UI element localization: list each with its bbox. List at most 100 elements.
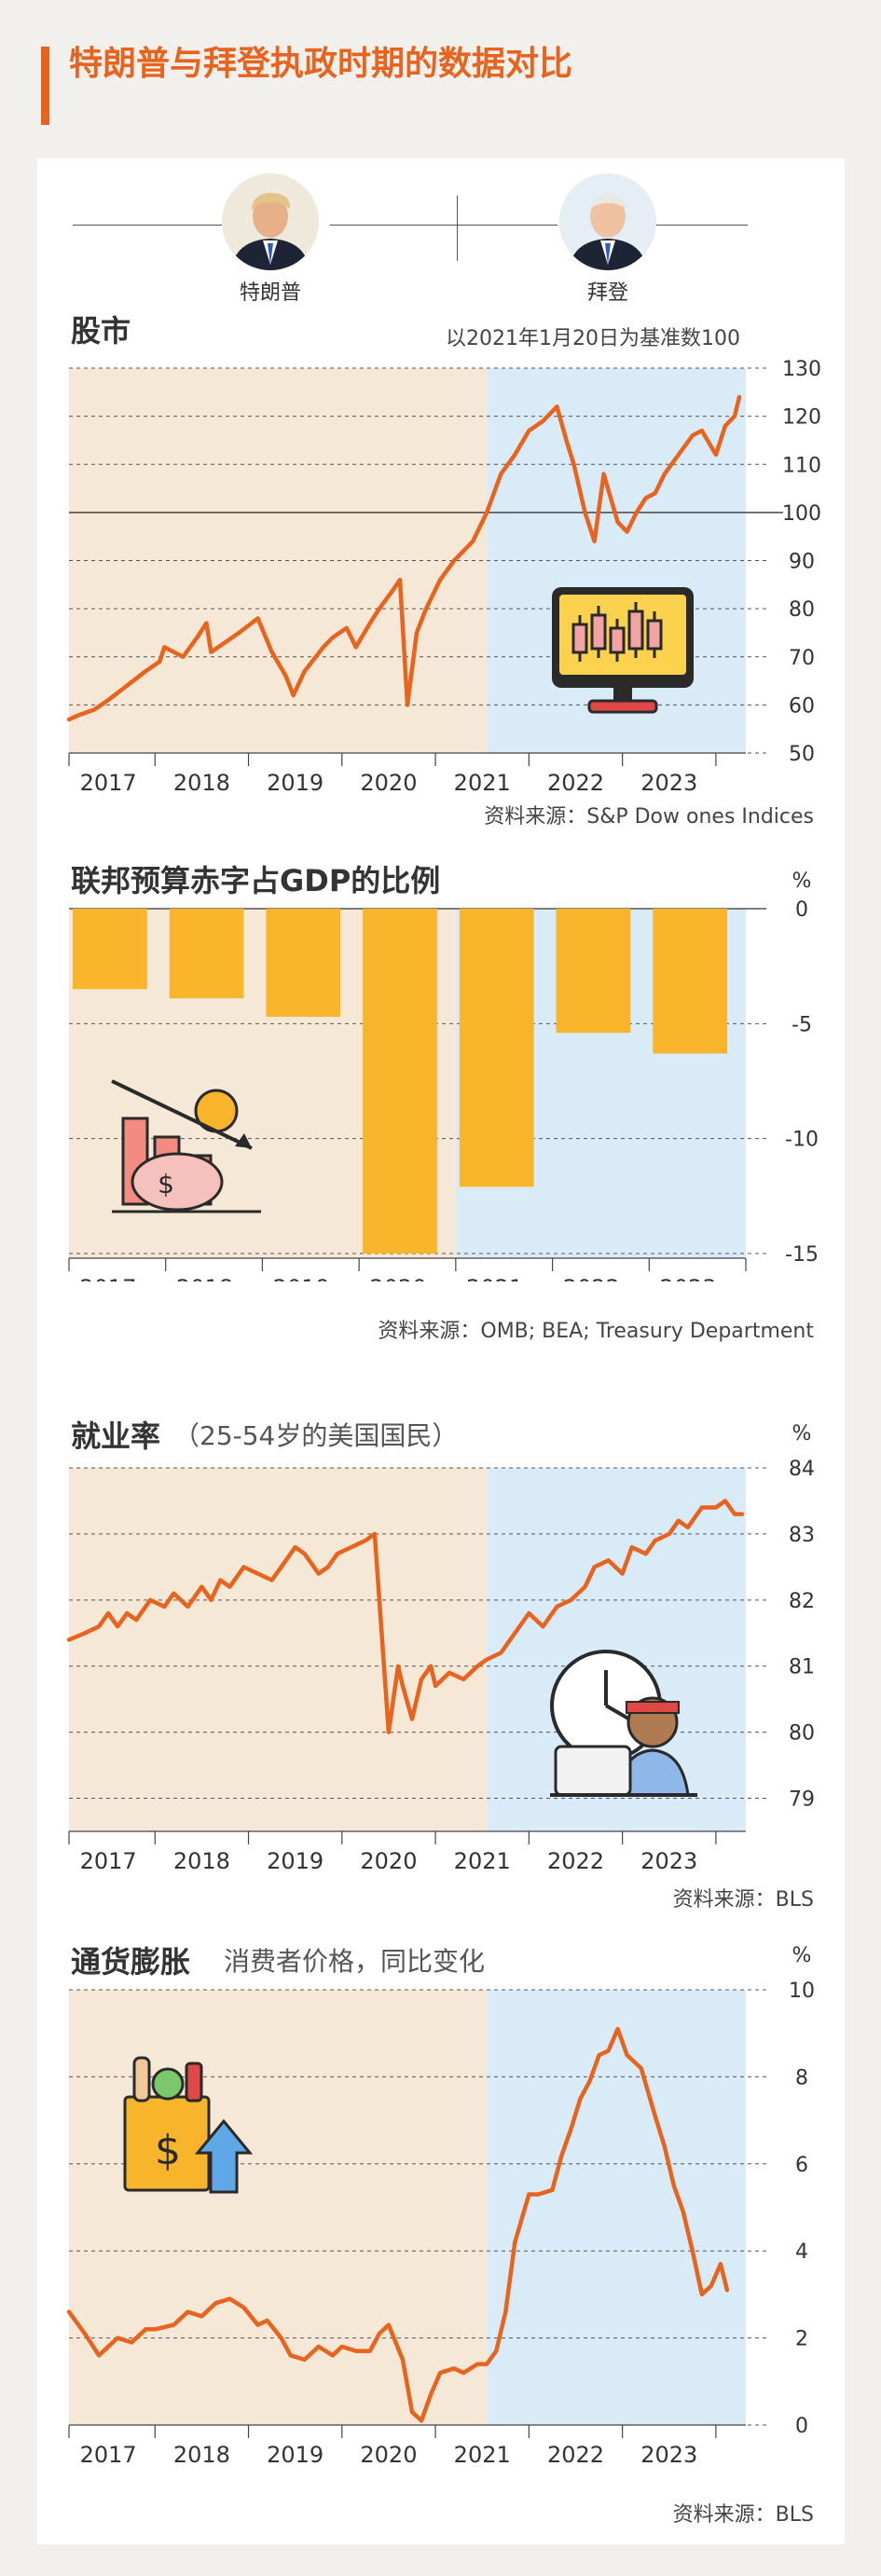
icon-arrow-head [235,1133,252,1148]
inflation-x-tick: 2020 [360,2442,417,2468]
employment-x-tick: 2018 [173,1848,230,1874]
stock-y-tick: 130 [782,358,821,381]
deficit-bar [73,909,147,990]
deficit-y-tick: -10 [785,1129,819,1152]
icon-bottle [185,2062,203,2103]
employment-y-tick: 81 [789,1656,815,1679]
candle-body [627,610,644,651]
deficit-y-tick: -5 [792,1013,812,1036]
stock-y-tick: 80 [789,598,815,622]
inflation-x-tick: 2023 [640,2442,697,2468]
trump-avatar [222,173,319,270]
stock-y-tick: 70 [789,647,815,670]
header-line-right [653,225,748,226]
trump-label: 特朗普 [239,281,301,305]
deficit-x-tick: 2018 [176,1275,233,1281]
stock-y-tick: 50 [789,743,815,766]
candle-body [609,626,626,654]
employment-y-tick: 84 [789,1458,815,1481]
deficit-y-tick: -15 [785,1243,819,1267]
deficit-bar [266,909,341,1017]
stock-x-tick: 2020 [360,770,417,796]
title-accent-bar [41,47,49,125]
icon-piggy-bank [131,1152,224,1212]
stock-y-tick: 90 [789,551,815,574]
employment-x-tick: 2019 [267,1848,323,1874]
stock-series-line [66,394,742,722]
deficit-chart: 0 -5 -10 -15% 2017 2018 2019 2020 2021 2022 2023 $ [68,871,819,1281]
stock-title: 股市 [71,313,131,349]
employment-x-tick: 2022 [547,1848,604,1874]
icon-dollar: $ [155,2127,181,2174]
inflation-source: 资料来源：BLS [672,2503,814,2527]
deficit-x-tick: 2021 [466,1275,523,1281]
inflation-series-line [66,2026,730,2423]
employment-unit: % [792,1422,812,1446]
deficit-y-tick: 0 [795,898,808,922]
stock-x-tick: 2022 [547,770,604,796]
stock-y-tick: 60 [789,694,815,718]
deficit-title: 联邦预算赤字占GDP的比例 [71,863,441,898]
stock-x-tick: 2019 [267,770,323,796]
inflation-biden-bg [487,1990,746,2425]
inflation-chart: 0 2 4 6 8 10% 2017 2018 2019 2020 2021 2022 2023 $ [66,1944,815,2468]
inflation-x-tick: 2018 [173,2442,230,2468]
biden-avatar [559,173,656,270]
inflation-y-tick: 8 [795,2066,808,2090]
inflation-x-tick: 2021 [454,2442,511,2468]
header-line-middle [330,225,558,226]
stock-source: 资料来源：S&P Dow ones Indices [484,805,814,829]
employment-x-tick: 2017 [80,1848,137,1874]
deficit-x-tick: 2019 [273,1275,330,1281]
employment-y-tick: 79 [789,1788,815,1812]
employment-source: 资料来源：BLS [672,1888,814,1911]
employment-y-tick: 82 [789,1590,815,1613]
candle-body [590,613,607,651]
stock-x-tick: 2021 [454,770,511,796]
icon-greens [151,2067,185,2101]
icon-bread [132,2056,151,2103]
employment-y-tick: 80 [789,1722,815,1746]
deficit-x-tick: 2017 [79,1275,136,1281]
deficit-bar [459,909,534,1187]
stock-chart: 50 60 70 80 90 100 110 120 130 2017 2018 2019 2020 20… [66,358,821,796]
deficit-bar [556,909,631,1034]
stock-y-tick: 120 [782,406,821,430]
worker-clock-icon [550,1650,697,1797]
inflation-trump-bg [69,1990,488,2425]
header-line-left [73,225,222,226]
inflation-y-tick: 6 [795,2154,808,2177]
stock-y-tick: 100 [782,502,821,526]
icon-trend-arrow [111,1079,253,1150]
inflation-y-tick: 2 [795,2328,808,2351]
icon-headband [626,1701,680,1714]
term-divider [457,196,458,261]
candle-body [571,623,588,654]
page-title: 特朗普与拜登执政时期的数据对比 [69,45,573,83]
inflation-y-tick: 10 [789,1980,815,2003]
deficit-bar [169,909,244,999]
employment-x-tick: 2023 [640,1848,697,1874]
inflation-title: 通货膨胀 [71,1944,191,1980]
deficit-unit: % [792,871,812,893]
employment-title: 就业率 [71,1418,161,1454]
deficit-source: 资料来源：OMB; BEA; Treasury Department [378,1320,814,1343]
inflation-x-tick: 2019 [267,2442,323,2468]
stock-x-tick: 2023 [640,770,697,796]
icon-dollar: $ [158,1169,174,1199]
grocery-price-up-icon: $ [123,2056,254,2194]
declining-finance-icon: $ [111,1079,261,1213]
candle-body [646,619,663,651]
stock-x-tick: 2017 [80,770,137,796]
inflation-x-tick: 2017 [80,2442,137,2468]
icon-clock-hand [604,1704,630,1720]
inflation-unit: % [792,1944,812,1967]
deficit-x-tick: 2022 [563,1275,620,1281]
employment-subtitle: （25-54岁的美国国民） [173,1420,459,1451]
employment-y-tick: 83 [789,1524,815,1547]
deficit-bar [363,909,437,1254]
employment-x-tick: 2021 [454,1848,511,1874]
inflation-x-tick: 2022 [547,2442,604,2468]
biden-label: 拜登 [586,281,628,305]
inflation-y-tick: 0 [795,2415,808,2438]
